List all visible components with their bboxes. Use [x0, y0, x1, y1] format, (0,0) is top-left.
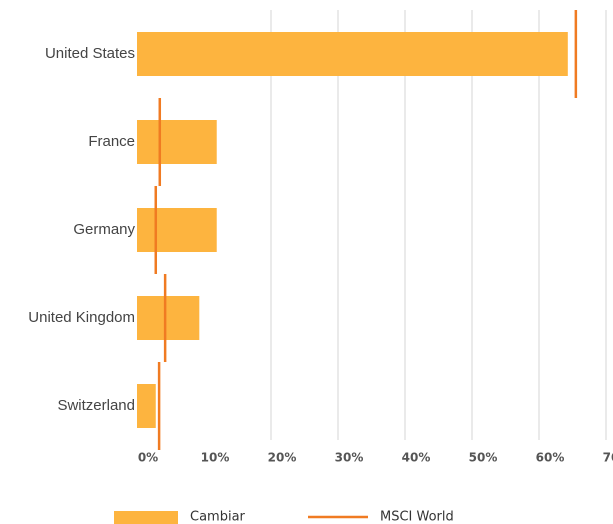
x-tick-label: 50%: [469, 451, 498, 465]
x-tick-label: 10%: [201, 451, 230, 465]
x-tick-label: 70%: [603, 451, 613, 465]
x-tick-label: 20%: [268, 451, 297, 465]
legend-label: MSCI World: [380, 510, 454, 524]
x-tick-label: 0%: [138, 451, 158, 465]
legend-swatch: [114, 511, 178, 524]
category-label: Germany: [73, 221, 135, 238]
x-tick-label: 60%: [536, 451, 565, 465]
legend-label: Cambiar: [190, 510, 246, 524]
bar: [137, 32, 568, 76]
category-label: United States: [45, 45, 135, 62]
category-label: France: [88, 133, 135, 150]
category-label: Switzerland: [57, 397, 135, 414]
bar: [137, 296, 200, 340]
bar: [137, 208, 217, 252]
x-tick-label: 30%: [335, 451, 364, 465]
x-tick-label: 40%: [402, 451, 431, 465]
bar: [137, 384, 156, 428]
category-label: United Kingdom: [28, 309, 135, 326]
bar: [137, 120, 217, 164]
